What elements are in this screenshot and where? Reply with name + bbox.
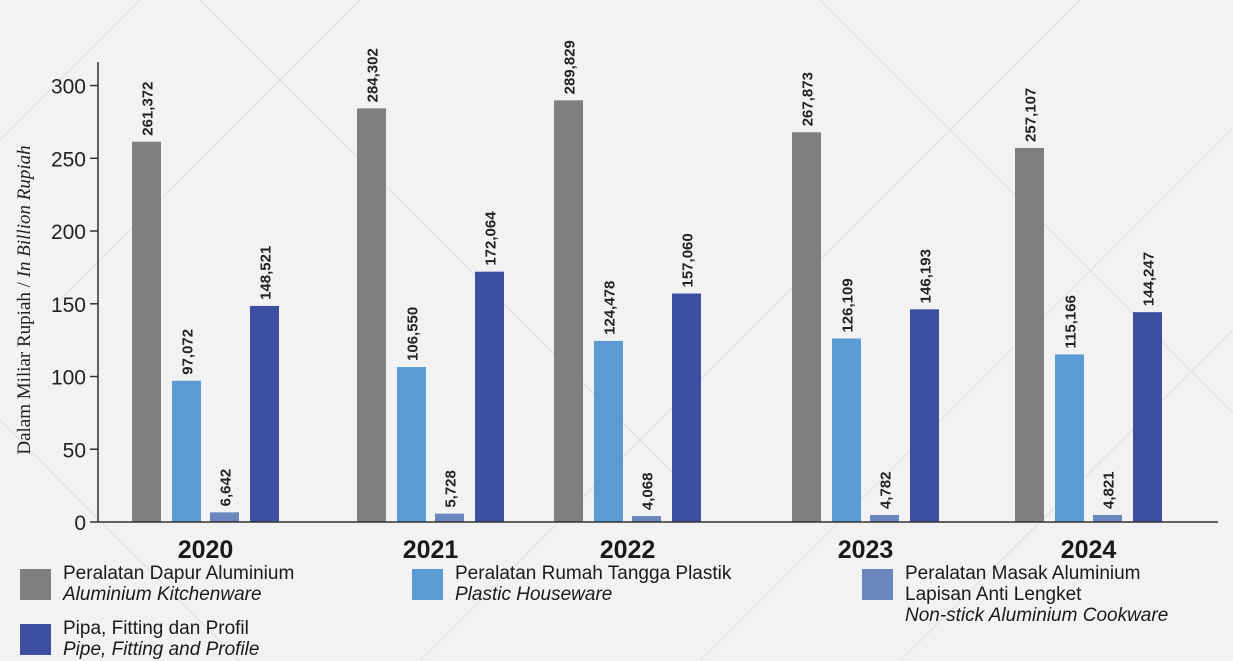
data-label: 4,068 bbox=[640, 473, 657, 511]
bar-labels: 261,372 97,072 6,642 148,521 284,302 106,550 5… bbox=[140, 40, 1158, 510]
data-label: 157,060 bbox=[680, 233, 697, 287]
bar bbox=[594, 340, 623, 522]
x-tick-label: 2023 bbox=[838, 536, 894, 564]
y-tick-label: 150 bbox=[51, 294, 86, 317]
bar bbox=[435, 513, 464, 522]
bar bbox=[250, 305, 279, 522]
bar bbox=[672, 293, 701, 522]
bar bbox=[1133, 312, 1162, 522]
data-label: 5,728 bbox=[443, 470, 460, 508]
bar bbox=[910, 309, 939, 522]
data-label: 4,782 bbox=[878, 471, 895, 509]
data-label: 97,072 bbox=[180, 329, 197, 375]
bar bbox=[475, 271, 504, 522]
bar bbox=[132, 141, 161, 522]
x-tick-label: 2024 bbox=[1061, 536, 1117, 564]
bar bbox=[1093, 514, 1122, 522]
x-axis: 2020 2021 2022 2023 2024 bbox=[178, 536, 1117, 564]
data-label: 6,642 bbox=[218, 469, 235, 507]
bar bbox=[397, 366, 426, 522]
x-tick-label: 2022 bbox=[600, 536, 656, 564]
y-axis-title-italic: In Billion Rupiah bbox=[14, 145, 35, 278]
data-label: 172,064 bbox=[483, 211, 500, 266]
y-axis-title-main: Dalam Miliar Rupiah / bbox=[14, 277, 35, 454]
data-label: 124,478 bbox=[602, 281, 619, 335]
y-tick-label: 50 bbox=[63, 439, 86, 462]
data-label: 284,302 bbox=[365, 48, 382, 102]
data-label: 267,873 bbox=[800, 72, 817, 126]
bar bbox=[1055, 354, 1084, 522]
y-tick-label: 0 bbox=[74, 512, 86, 535]
y-tick-label: 300 bbox=[51, 76, 86, 99]
data-label: 115,166 bbox=[1063, 295, 1080, 348]
data-label: 126,109 bbox=[840, 278, 857, 332]
bar bbox=[632, 516, 661, 522]
data-label: 289,829 bbox=[562, 40, 579, 94]
y-tick-label: 200 bbox=[51, 221, 86, 244]
x-tick-label: 2020 bbox=[178, 536, 234, 564]
data-label: 148,521 bbox=[258, 246, 275, 300]
data-label: 144,247 bbox=[1141, 252, 1158, 306]
bar bbox=[172, 380, 201, 522]
x-tick-label: 2021 bbox=[403, 536, 459, 564]
bars bbox=[132, 100, 1162, 522]
y-tick-label: 250 bbox=[51, 148, 86, 171]
bar bbox=[832, 338, 861, 522]
bar bbox=[210, 512, 239, 522]
y-axis-title: Dalam Miliar Rupiah / In Billion Rupiah bbox=[14, 145, 35, 454]
data-label: 257,107 bbox=[1023, 88, 1040, 142]
svg-text:Dalam Miliar Rupiah / In Billi: Dalam Miliar Rupiah / In Billion Rupiah bbox=[14, 145, 35, 454]
bar bbox=[870, 515, 899, 522]
data-label: 261,372 bbox=[140, 82, 157, 136]
data-label: 146,193 bbox=[918, 249, 935, 303]
data-label: 106,550 bbox=[405, 307, 422, 361]
bar bbox=[357, 108, 386, 522]
y-tick-label: 100 bbox=[51, 367, 86, 390]
bar bbox=[1015, 147, 1044, 522]
data-label: 4,821 bbox=[1101, 471, 1118, 509]
bar bbox=[554, 100, 583, 522]
y-axis: 0 50 100 150 200 250 300 bbox=[51, 76, 98, 535]
bar bbox=[792, 132, 821, 522]
